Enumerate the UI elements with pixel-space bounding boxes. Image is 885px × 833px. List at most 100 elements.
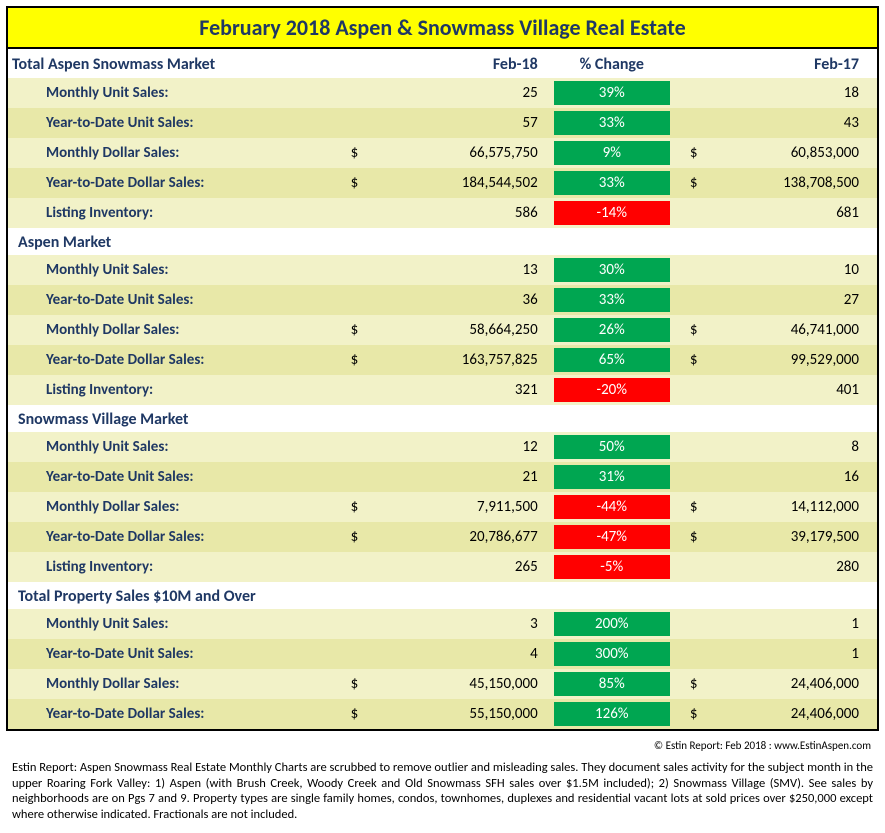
col-header-change: % Change [550, 49, 674, 78]
value-feb18: 4 [380, 639, 549, 669]
dollar-sign [347, 108, 381, 138]
value-feb18: 25 [380, 78, 549, 108]
data-row: Year-to-Date Unit Sales: 2131% 16 [8, 462, 877, 492]
section-name: Snowmass Village Market [8, 405, 347, 432]
data-row: Monthly Dollar Sales:$58,664,25026%$46,7… [8, 315, 877, 345]
report-title: February 2018 Aspen & Snowmass Village R… [8, 8, 877, 49]
value-feb17: 401 [708, 375, 877, 405]
dollar-sign [674, 432, 708, 462]
value-feb18: 12 [380, 432, 549, 462]
row-label: Monthly Dollar Sales: [8, 669, 347, 699]
dollar-sign [674, 255, 708, 285]
dollar-sign [347, 285, 381, 315]
value-feb18: 7,911,500 [380, 492, 549, 522]
dollar-sign [674, 198, 708, 228]
value-feb17: 16 [708, 462, 877, 492]
report-container: February 2018 Aspen & Snowmass Village R… [6, 6, 879, 731]
dollar-sign [347, 78, 381, 108]
section-header: Snowmass Village Market [8, 405, 877, 432]
value-feb17: 46,741,000 [708, 315, 877, 345]
dollar-sign [674, 375, 708, 405]
value-feb18: 586 [380, 198, 549, 228]
data-row: Listing Inventory:586-14%681 [8, 198, 877, 228]
value-feb18: 20,786,677 [380, 522, 549, 552]
row-label: Year-to-Date Dollar Sales: [8, 522, 347, 552]
data-row: Monthly Dollar Sales:$7,911,500-44%$14,1… [8, 492, 877, 522]
dollar-sign: $ [347, 699, 381, 729]
pct-change: -5% [554, 555, 670, 579]
section-name: Aspen Market [8, 228, 347, 255]
data-row: Year-to-Date Dollar Sales:$55,150,000126… [8, 699, 877, 729]
value-feb17: 99,529,000 [708, 345, 877, 375]
pct-change: 33% [554, 171, 670, 195]
pct-change: 200% [554, 612, 670, 636]
dollar-sign [347, 432, 381, 462]
dollar-sign [347, 552, 381, 582]
pct-change: 50% [554, 435, 670, 459]
dollar-sign: $ [674, 699, 708, 729]
row-label: Monthly Unit Sales: [8, 78, 347, 108]
dollar-sign [347, 639, 381, 669]
pct-change: 31% [554, 465, 670, 489]
dollar-sign: $ [347, 345, 381, 375]
dollar-sign [347, 255, 381, 285]
data-row: Monthly Unit Sales:3200%1 [8, 609, 877, 639]
value-feb17: 8 [708, 432, 877, 462]
data-row: Year-to-Date Unit Sales:5733%43 [8, 108, 877, 138]
data-row: Monthly Unit Sales:2539%18 [8, 78, 877, 108]
value-feb18: 13 [380, 255, 549, 285]
dollar-sign [674, 285, 708, 315]
pct-change: -44% [554, 495, 670, 519]
data-row: Monthly Unit Sales: 1330% 10 [8, 255, 877, 285]
dollar-sign [347, 375, 381, 405]
dollar-sign: $ [674, 168, 708, 198]
dollar-sign: $ [347, 315, 381, 345]
pct-change: 65% [554, 348, 670, 372]
pct-change: 85% [554, 672, 670, 696]
dollar-sign: $ [347, 492, 381, 522]
value-feb18: 45,150,000 [380, 669, 549, 699]
dollar-sign: $ [347, 669, 381, 699]
data-row: Monthly Dollar Sales:$66,575,7509%$60,85… [8, 138, 877, 168]
value-feb17: 43 [708, 108, 877, 138]
pct-change: 300% [554, 642, 670, 666]
data-row: Year-to-Date Dollar Sales: $184,544,50233… [8, 168, 877, 198]
dollar-sign: $ [674, 315, 708, 345]
row-label: Year-to-Date Unit Sales: [8, 462, 347, 492]
value-feb18: 55,150,000 [380, 699, 549, 729]
dollar-sign: $ [674, 492, 708, 522]
value-feb18: 21 [380, 462, 549, 492]
row-label: Monthly Dollar Sales: [8, 138, 347, 168]
pct-change: 30% [554, 258, 670, 282]
pct-change: 9% [554, 141, 670, 165]
data-row: Year-to-Date Dollar Sales:$163,757,82565… [8, 345, 877, 375]
source-line: © Estin Report: Feb 2018 : www.EstinAspe… [0, 737, 885, 754]
section-name: Total Property Sales $10M and Over [8, 582, 347, 609]
pct-change: 33% [554, 111, 670, 135]
value-feb18: 57 [380, 108, 549, 138]
pct-change: -47% [554, 525, 670, 549]
value-feb17: 280 [708, 552, 877, 582]
dollar-sign: $ [347, 138, 381, 168]
value-feb17: 1 [708, 609, 877, 639]
value-feb17: 1 [708, 639, 877, 669]
footnote: Estin Report: Aspen Snowmass Real Estate… [0, 754, 885, 833]
row-label: Year-to-Date Dollar Sales: [8, 345, 347, 375]
value-feb17: 60,853,000 [708, 138, 877, 168]
pct-change: 33% [554, 288, 670, 312]
row-label: Year-to-Date Dollar Sales: [8, 168, 347, 198]
dollar-sign [347, 462, 381, 492]
row-label: Year-to-Date Unit Sales: [8, 639, 347, 669]
col-header-feb18: Feb-18 [380, 49, 549, 78]
value-feb18: 36 [380, 285, 549, 315]
value-feb17: 681 [708, 198, 877, 228]
value-feb17: 10 [708, 255, 877, 285]
row-label: Listing Inventory: [8, 552, 347, 582]
dollar-sign: $ [674, 522, 708, 552]
value-feb18: 184,544,502 [380, 168, 549, 198]
row-label: Monthly Unit Sales: [8, 255, 347, 285]
section-header: Total Aspen Snowmass MarketFeb-18% Chang… [8, 49, 877, 78]
value-feb18: 3 [380, 609, 549, 639]
dollar-sign: $ [674, 669, 708, 699]
data-row: Year-to-Date Dollar Sales: $20,786,677-47… [8, 522, 877, 552]
